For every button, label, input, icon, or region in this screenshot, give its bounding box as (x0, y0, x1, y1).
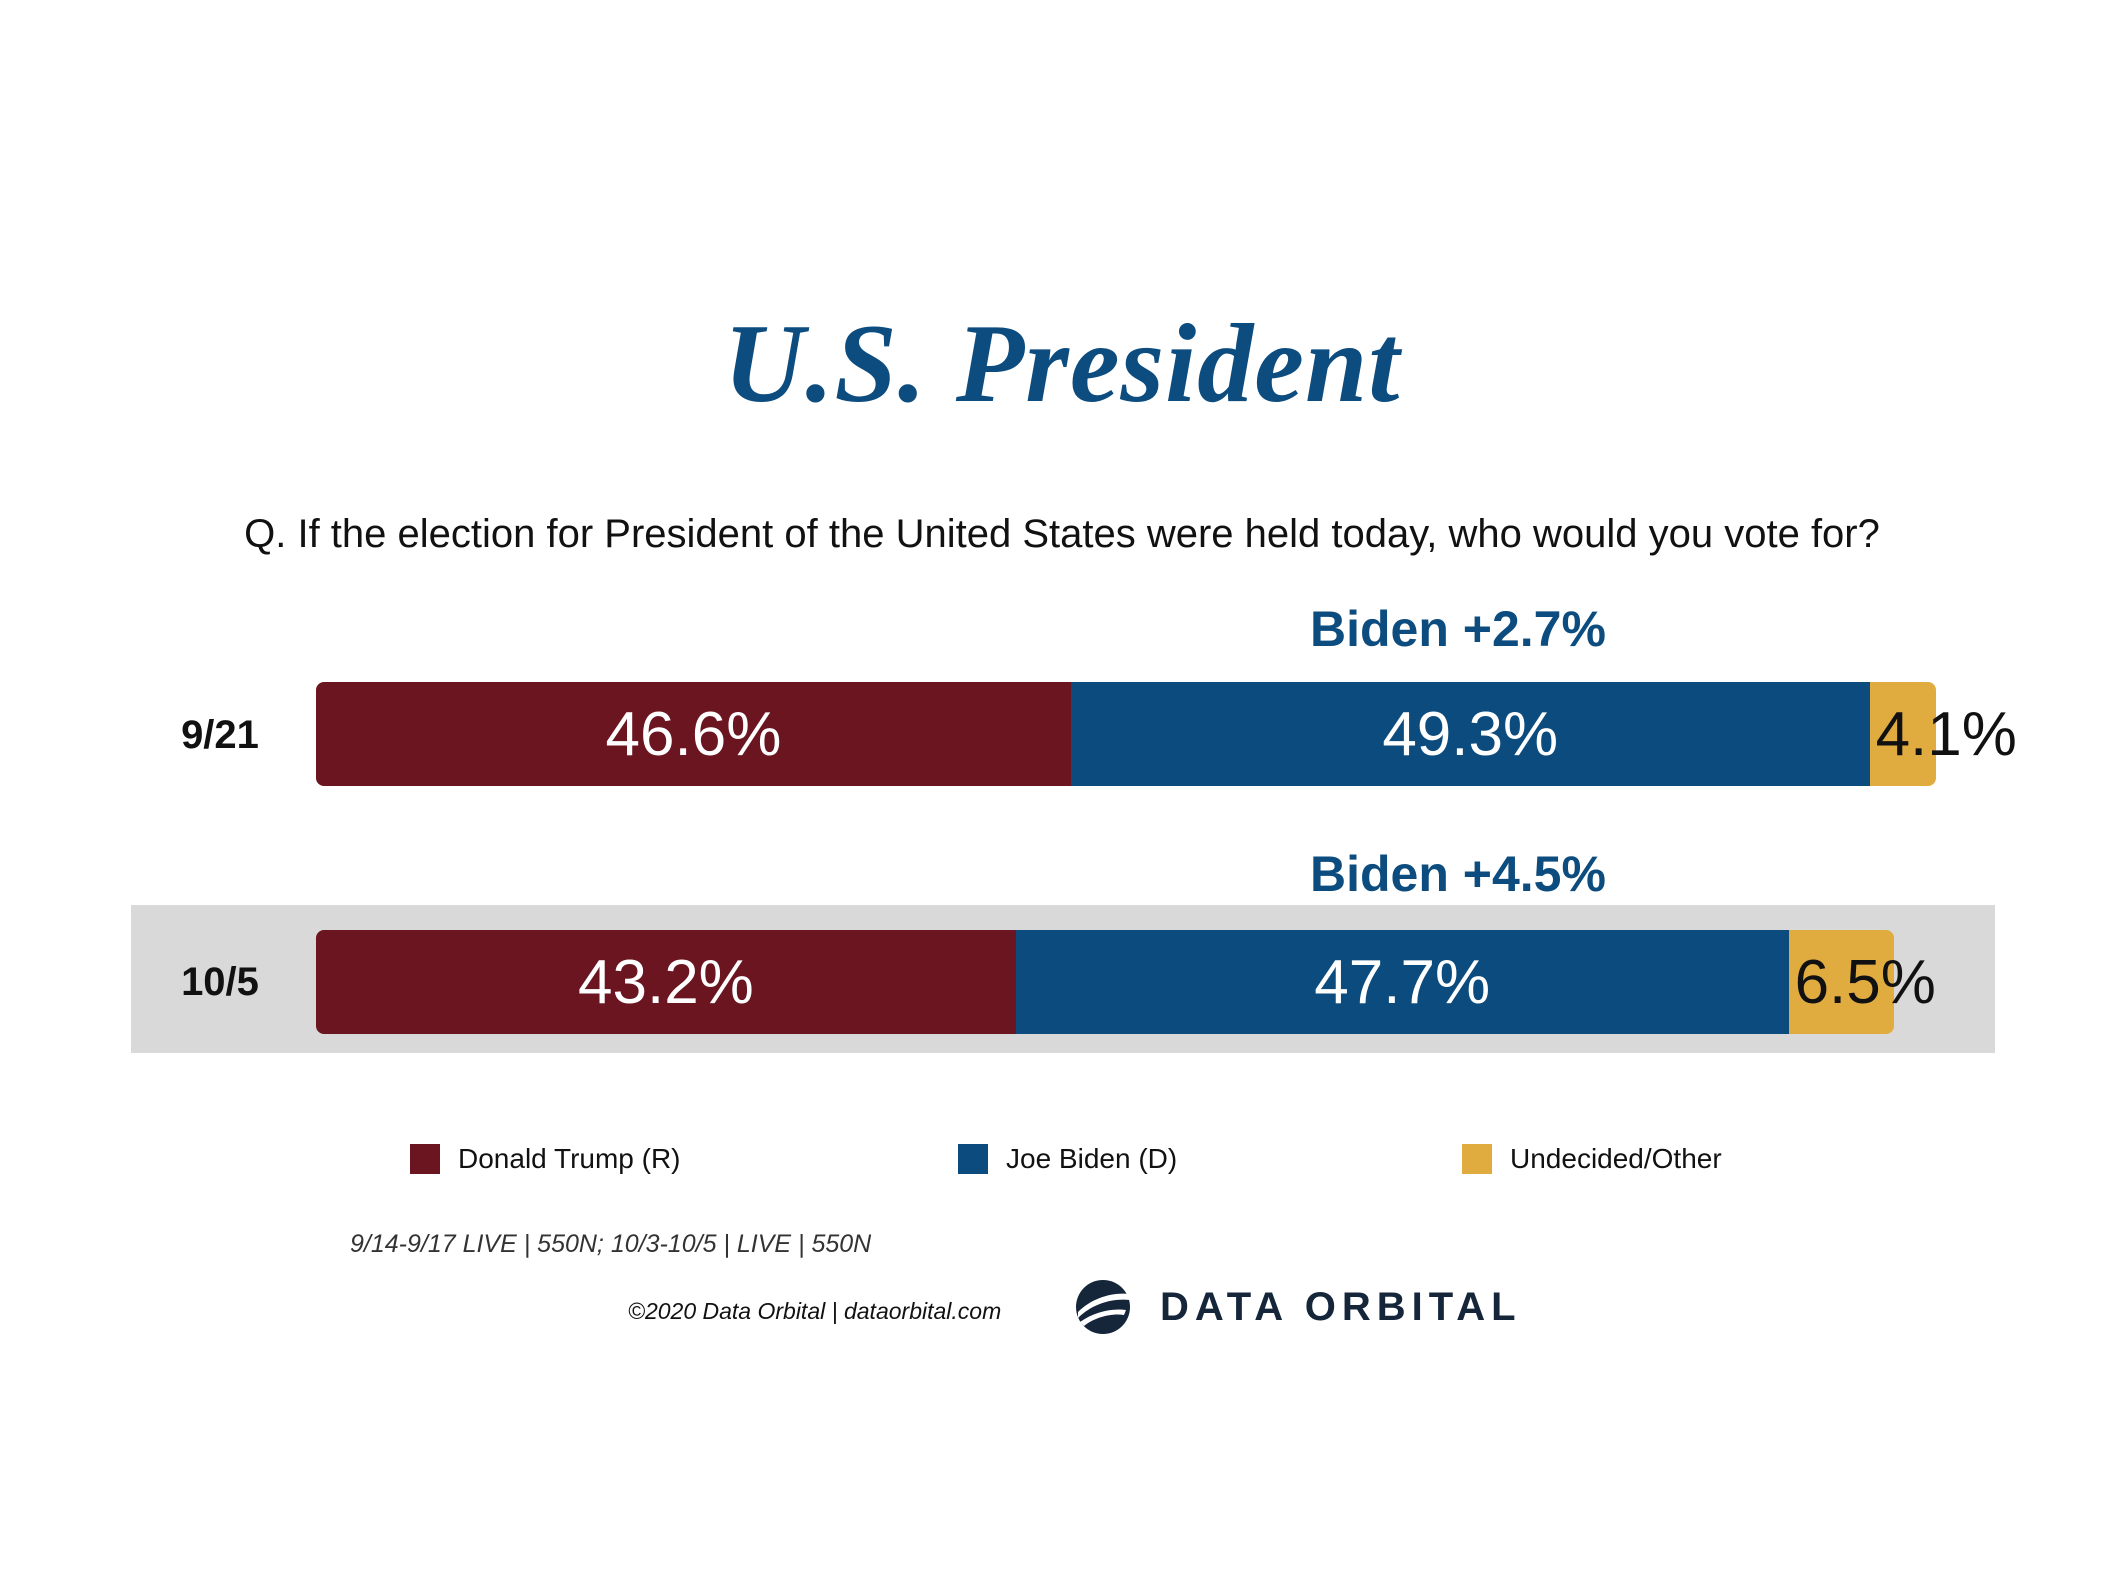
legend-label-biden: Joe Biden (D) (1006, 1143, 1178, 1174)
copyright-text: ©2020 Data Orbital | dataorbital.com (628, 1298, 1002, 1324)
margin-annotation-0: Biden +2.7% (1310, 601, 1606, 657)
bar-track-0: 46.6% 49.3% 4.1% (316, 682, 2017, 786)
margin-annotation-1: Biden +4.5% (1310, 846, 1606, 902)
brand-name: DATA ORBITAL (1160, 1284, 1522, 1329)
bar-biden-0: 49.3% (1070, 682, 1870, 786)
data-label-biden-0: 49.3% (1382, 699, 1559, 769)
data-label-undecided-1: 6.5% (1794, 947, 1936, 1017)
legend-item-trump: Donald Trump (R) (410, 1143, 681, 1175)
bar-trump-0: 46.6% (316, 682, 1071, 786)
legend-label-trump: Donald Trump (R) (458, 1143, 681, 1174)
legend-item-biden: Joe Biden (D) (958, 1143, 1177, 1175)
row-label-1: 10/5 (181, 960, 259, 1004)
bar-biden-1: 47.7% (1015, 930, 1789, 1034)
bar-trump-1: 43.2% (316, 930, 1016, 1034)
bar-track-1: 43.2% 47.7% 6.5% (316, 930, 1936, 1034)
bar-undecided-1: 6.5% (1788, 930, 1936, 1034)
data-label-undecided-0: 4.1% (1875, 699, 2017, 769)
legend-swatch-trump (410, 1144, 440, 1174)
orbital-globe-icon (1076, 1280, 1130, 1334)
chart-title: U.S. President (723, 302, 1401, 426)
data-label-trump-1: 43.2% (578, 947, 754, 1017)
legend-item-undecided: Undecided/Other (1462, 1143, 1722, 1175)
legend-swatch-biden (958, 1144, 988, 1174)
survey-question: Q. If the election for President of the … (244, 512, 1880, 556)
data-label-trump-0: 46.6% (605, 699, 782, 769)
brand-logo: DATA ORBITAL (1074, 1278, 1522, 1336)
row-label-0: 9/21 (181, 713, 259, 757)
legend-label-undecided: Undecided/Other (1510, 1143, 1722, 1174)
bar-undecided-0: 4.1% (1869, 682, 2017, 786)
methodology-footnote: 9/14-9/17 LIVE | 550N; 10/3-10/5 | LIVE … (350, 1230, 872, 1258)
legend-swatch-undecided (1462, 1144, 1492, 1174)
data-label-biden-1: 47.7% (1314, 947, 1491, 1017)
